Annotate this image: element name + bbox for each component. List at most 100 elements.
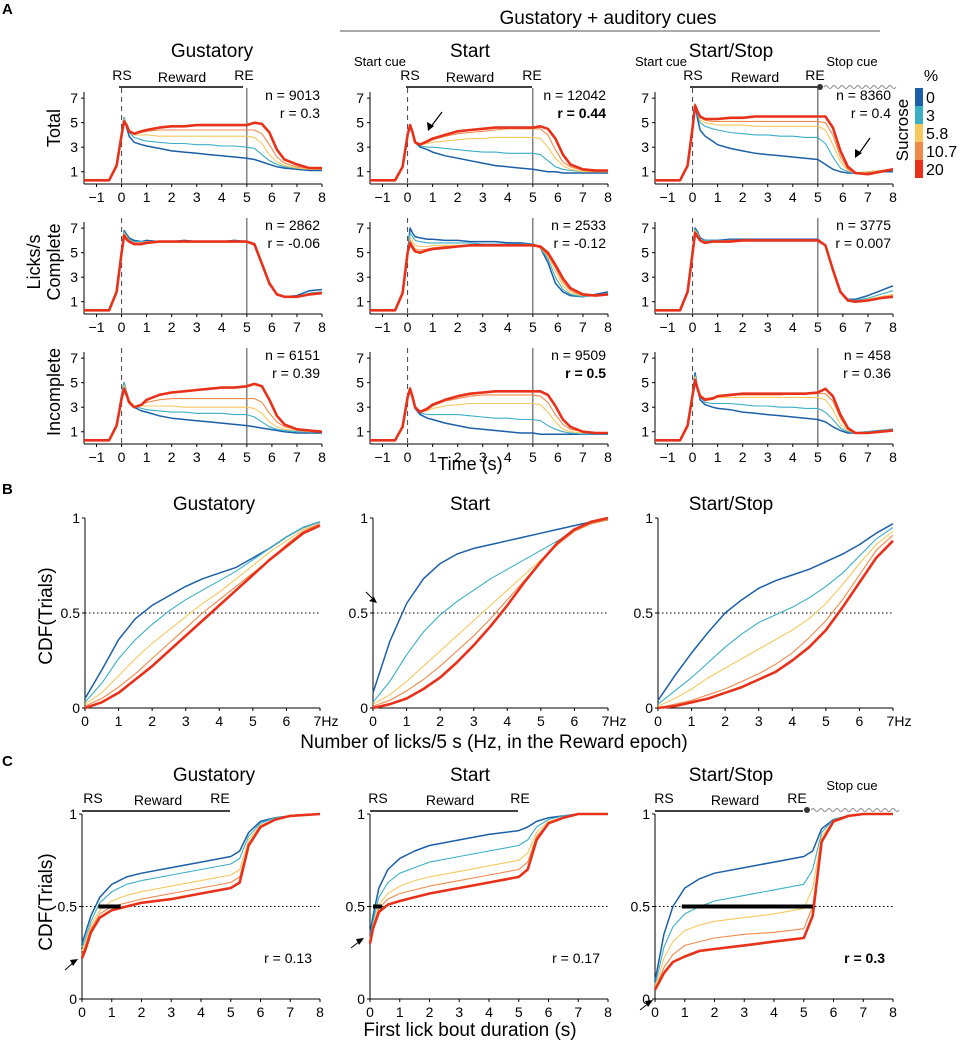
reward-label-c3: Reward — [711, 792, 759, 808]
x-tick-label-c-2: 1 — [681, 1004, 689, 1020]
start-cue-text-a2: Start cue — [354, 54, 406, 69]
y-tick-label-c-0: 0 — [69, 991, 77, 1007]
rs-label-a3: RS — [683, 67, 702, 83]
y-tick-label-a-2-0: 3 — [70, 399, 78, 415]
col-title-c-start: Start — [450, 765, 491, 786]
x-tick-label-a-2-0: 0 — [118, 449, 126, 465]
reward-label-c1: Reward — [134, 792, 182, 808]
x-tick-label-b-2: 0 — [654, 713, 662, 729]
x-tick-label-a-0-1: 0 — [404, 189, 412, 205]
x-tick-label-b-0: 0 — [81, 713, 89, 729]
re-label-a2: RE — [522, 67, 541, 83]
x-tick-label-c-2: 6 — [830, 1004, 838, 1020]
series-line-a-1-2-4 — [655, 231, 894, 312]
x-tick-label-a-0-1: 7 — [579, 189, 587, 205]
x-tick-label-c-2: 3 — [740, 1004, 748, 1020]
cdf-series-b-1-2 — [372, 519, 609, 705]
x-tick-label-c-1: 4 — [485, 1004, 493, 1020]
y-tick-label-a-1-0: 7 — [70, 220, 78, 236]
rs-label-a2: RS — [400, 67, 419, 83]
n-label-a-0-1: n = 12042 — [543, 87, 606, 103]
x-tick-label-a-0-0: 2 — [168, 189, 176, 205]
speaker-icon-c3 — [804, 807, 810, 813]
r-label-a-0-1: r = 0.44 — [557, 105, 606, 121]
x-tick-label-a-0-1: −1 — [375, 189, 391, 205]
x-tick-label-a-2-1: 1 — [429, 449, 437, 465]
col-title-a-startstop: Start/Stop — [689, 41, 774, 62]
x-tick-label-c-2: 7 — [859, 1004, 867, 1020]
y-tick-label-b-0: 0.5 — [61, 605, 81, 621]
rs-label-c1: RS — [83, 790, 102, 806]
x-tick-label-b-0: 6 — [283, 713, 291, 729]
row-label-total: Total — [44, 109, 64, 147]
x-tick-label-a-0-2: 0 — [689, 189, 697, 205]
r-label-a-2-0: r = 0.39 — [272, 365, 320, 381]
y-tick-label-c-1: 0.5 — [346, 899, 366, 915]
y-tick-label-b-2: 0 — [645, 700, 653, 716]
y-tick-label-a-2-0: 1 — [70, 424, 78, 440]
n-label-a-1-1: n = 2533 — [551, 217, 606, 233]
cdf-series-b-1-0 — [372, 519, 609, 694]
x-tick-label-c-0: 1 — [108, 1004, 116, 1020]
series-line-a-0-2-4 — [655, 104, 894, 182]
x-tick-label-b-2: 3 — [755, 713, 763, 729]
x-tick-label-b-0: 4 — [215, 713, 223, 729]
x-tick-label-c-0: 6 — [257, 1004, 265, 1020]
cdf-series-c-2-4 — [653, 812, 893, 991]
x-tick-label-a-0-2: 1 — [714, 189, 722, 205]
x-tick-label-c-1: 8 — [604, 1004, 612, 1020]
cdf-series-b-2-1 — [657, 527, 894, 705]
cdf-series-b-0-3 — [84, 523, 321, 707]
n-label-a-2-1: n = 9509 — [551, 347, 606, 363]
r-label-a-1-0: r = -0.06 — [267, 235, 320, 251]
cdf-series-c-0-4 — [80, 812, 321, 959]
cdf-series-c-0-2 — [81, 813, 321, 952]
x-tick-label-c-2: 5 — [800, 1004, 808, 1020]
r-label-a-1-2: r = 0.007 — [835, 235, 891, 251]
x-tick-label-c-2: 0 — [651, 1004, 659, 1020]
r-label-a-2-2: r = 0.36 — [843, 365, 891, 381]
x-tick-label-a-1-1: 4 — [504, 319, 512, 335]
x-tick-label-a-0-2: 4 — [789, 189, 797, 205]
col-title-c-gustatory: Gustatory — [173, 765, 256, 786]
y-tick-label-a-1-0: 3 — [70, 269, 78, 285]
c-xlabel: First lick bout duration (s) — [363, 1020, 576, 1041]
series-line-a-0-1-4 — [370, 123, 608, 182]
x-tick-label-a-2-2: 3 — [764, 449, 772, 465]
y-tick-label-a-0-2: 7 — [641, 90, 649, 106]
x-tick-label-a-2-2: −1 — [660, 449, 676, 465]
x-tick-label-a-2-0: 1 — [143, 449, 151, 465]
n-label-a-1-2: n = 3775 — [836, 217, 891, 233]
x-tick-label-a-1-0: −1 — [89, 319, 105, 335]
n-label-a-2-2: n = 458 — [844, 347, 891, 363]
x-tick-label-b-1: 0 — [369, 713, 377, 729]
b-xlabel: Number of licks/5 s (Hz, in the Reward e… — [300, 732, 688, 753]
x-tick-label-c-0: 2 — [138, 1004, 146, 1020]
x-tick-label-a-1-0: 7 — [293, 319, 301, 335]
x-tick-label-b-0: 3 — [182, 713, 190, 729]
plots-layer: 1 3 5 7 −1 0 1 2 3 4 5 6 7 8 n = 9013 r = 0.3 1 3 5 7 −1 0 1 2 3… — [58, 87, 912, 1020]
legend-label-0: 0 — [926, 90, 935, 107]
x-tick-label-a-2-1: 2 — [454, 449, 462, 465]
x-tick-label-a-1-0: 8 — [318, 319, 326, 335]
y-tick-label-a-1-1: 7 — [356, 220, 364, 236]
x-tick-label-a-0-0: 6 — [268, 189, 276, 205]
x-tick-label-a-1-2: 4 — [789, 319, 797, 335]
x-tick-label-a-2-2: 4 — [789, 449, 797, 465]
x-tick-label-c-0: 8 — [316, 1004, 324, 1020]
col-title-b-startstop: Start/Stop — [689, 494, 774, 515]
x-tick-label-a-1-2: 3 — [764, 319, 772, 335]
y-tick-label-a-0-0: 1 — [70, 164, 78, 180]
row-label-licks: Licks/s — [24, 234, 44, 289]
x-tick-label-a-0-2: −1 — [660, 189, 676, 205]
x-tick-label-a-0-0: 0 — [118, 189, 126, 205]
x-tick-label-a-2-0: 8 — [318, 449, 326, 465]
y-tick-label-a-1-2: 1 — [641, 294, 649, 310]
x-tick-label-a-1-1: 2 — [454, 319, 462, 335]
stop-cue-text-c3: Stop cue — [826, 778, 877, 793]
y-tick-label-a-1-0: 5 — [70, 245, 78, 261]
x-tick-label-a-2-2: 0 — [689, 449, 697, 465]
x-tick-label-a-2-1: 7 — [579, 449, 587, 465]
r-label-a-1-1: r = -0.12 — [553, 235, 606, 251]
